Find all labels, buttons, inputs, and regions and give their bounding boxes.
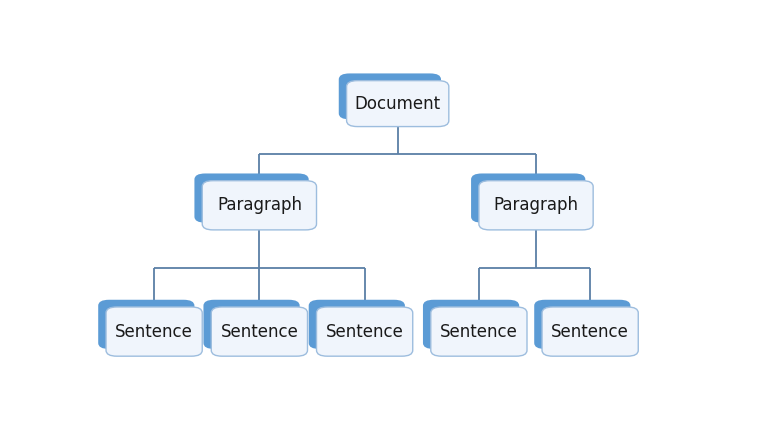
FancyBboxPatch shape — [99, 300, 195, 349]
FancyBboxPatch shape — [195, 173, 309, 223]
FancyBboxPatch shape — [106, 307, 203, 356]
Text: Sentence: Sentence — [326, 322, 404, 340]
FancyBboxPatch shape — [203, 181, 317, 230]
FancyBboxPatch shape — [423, 300, 519, 349]
FancyBboxPatch shape — [471, 173, 585, 223]
FancyBboxPatch shape — [542, 307, 638, 356]
FancyBboxPatch shape — [309, 300, 405, 349]
Text: Sentence: Sentence — [551, 322, 629, 340]
FancyBboxPatch shape — [479, 181, 593, 230]
FancyBboxPatch shape — [211, 307, 307, 356]
FancyBboxPatch shape — [317, 307, 413, 356]
Text: Sentence: Sentence — [440, 322, 518, 340]
Text: Document: Document — [355, 95, 441, 112]
FancyBboxPatch shape — [339, 73, 441, 119]
FancyBboxPatch shape — [431, 307, 527, 356]
Text: Sentence: Sentence — [220, 322, 298, 340]
Text: Paragraph: Paragraph — [217, 196, 302, 214]
Text: Paragraph: Paragraph — [494, 196, 579, 214]
FancyBboxPatch shape — [347, 81, 449, 127]
Text: Sentence: Sentence — [115, 322, 193, 340]
FancyBboxPatch shape — [534, 300, 630, 349]
FancyBboxPatch shape — [203, 300, 300, 349]
